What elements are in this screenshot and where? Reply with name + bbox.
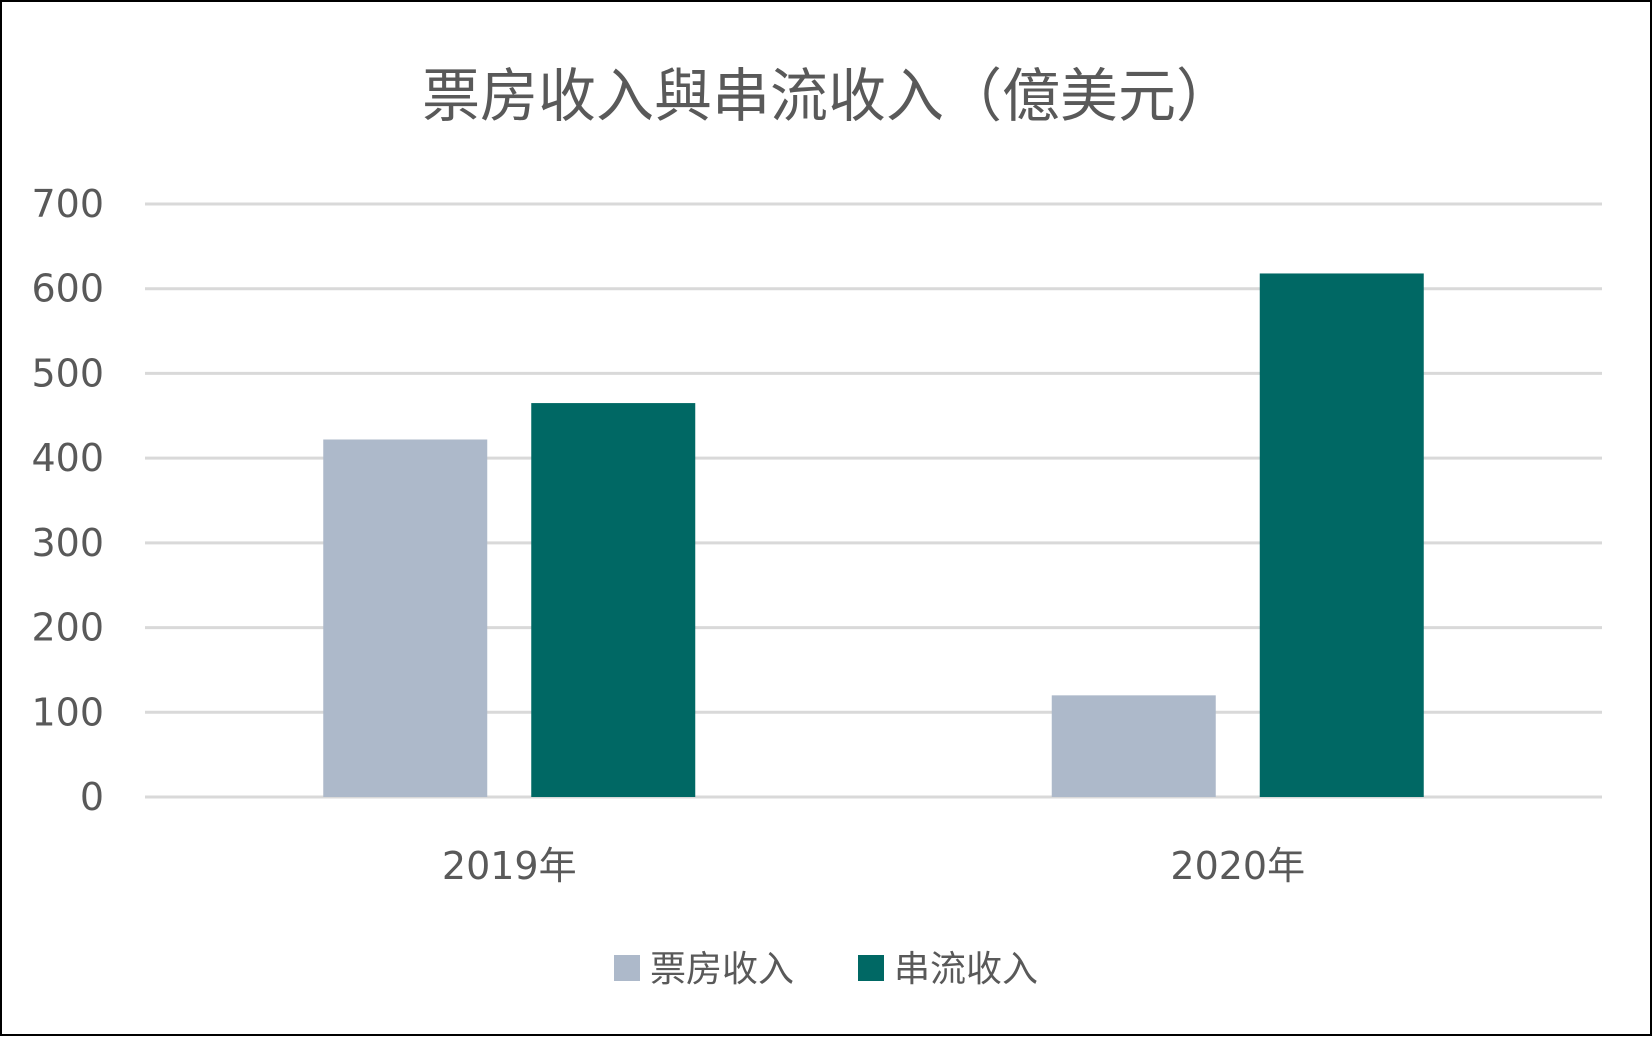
- y-tick-label: 200: [31, 606, 104, 650]
- y-tick-label: 100: [31, 690, 104, 734]
- bar-box-office-1: [1051, 695, 1216, 797]
- x-category-label: 2020年: [1170, 844, 1305, 888]
- x-category-label: 2019年: [442, 844, 577, 888]
- legend-swatch: [858, 955, 884, 981]
- chart-title: 票房收入與串流收入（億美元）: [422, 62, 1234, 130]
- y-tick-label: 400: [31, 436, 104, 480]
- bars: [323, 273, 1424, 798]
- y-tick-label: 0: [80, 775, 104, 819]
- legend-label: 票房收入: [650, 949, 794, 990]
- legend-swatch: [614, 955, 640, 981]
- y-axis-ticks: 0 100 200 300 400 500 600 700: [31, 182, 104, 819]
- legend: 票房收入 串流收入: [614, 949, 1038, 990]
- y-tick-label: 700: [31, 182, 104, 226]
- legend-label: 串流收入: [894, 949, 1038, 990]
- y-tick-label: 600: [31, 267, 104, 311]
- bar-streaming-0: [531, 403, 696, 797]
- y-tick-label: 300: [31, 521, 104, 565]
- y-tick-label: 500: [31, 351, 104, 395]
- bar-box-office-0: [323, 439, 488, 797]
- x-axis-categories: 2019年 2020年: [442, 844, 1305, 888]
- bar-streaming-1: [1259, 273, 1424, 798]
